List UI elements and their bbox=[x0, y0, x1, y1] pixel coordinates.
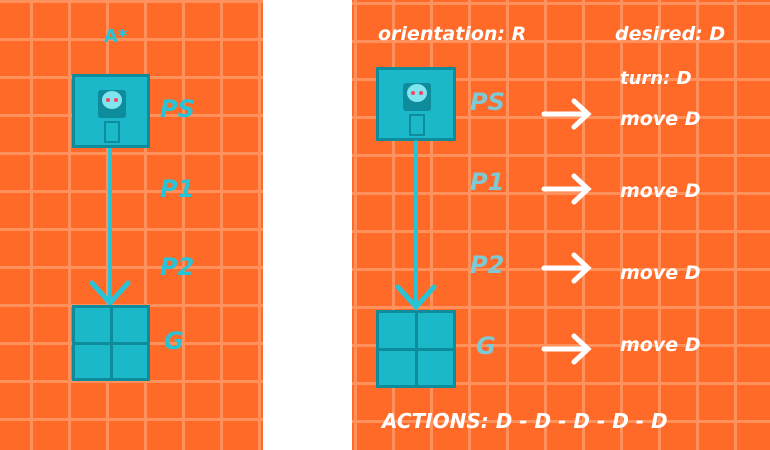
robot-icon bbox=[403, 83, 431, 136]
node-label-g: G bbox=[164, 327, 184, 355]
node-label-p1: P1 bbox=[160, 175, 195, 203]
actions-summary: ACTIONS: D - D - D - D - D bbox=[382, 409, 668, 433]
step-move-label-2: move D bbox=[620, 180, 701, 202]
step-move-label-3: move D bbox=[620, 262, 701, 284]
desired-label: desired: D bbox=[615, 23, 726, 45]
down-arrow-icon bbox=[395, 141, 437, 311]
node-label-ps: PS bbox=[160, 95, 195, 123]
goal-cell bbox=[72, 305, 150, 381]
down-arrow-icon bbox=[89, 148, 131, 307]
actions-panel: orientation: R desired: D PS P1 P2 G tur… bbox=[352, 0, 770, 450]
astar-path-panel: A* PS P1 P2 G bbox=[0, 0, 263, 450]
node-label-ps: PS bbox=[470, 88, 505, 116]
start-cell bbox=[72, 74, 150, 148]
node-label-p1: P1 bbox=[470, 168, 505, 196]
astar-title: A* bbox=[104, 26, 128, 47]
right-arrow-icon bbox=[541, 98, 592, 365]
orientation-label: orientation: R bbox=[378, 23, 527, 45]
node-label-g: G bbox=[476, 332, 496, 360]
step-turn-label: turn: D bbox=[620, 68, 692, 89]
node-label-p2: P2 bbox=[470, 251, 505, 279]
start-cell bbox=[376, 67, 456, 141]
goal-cell bbox=[376, 310, 456, 388]
step-move-label-4: move D bbox=[620, 334, 701, 356]
step-move-label-1: move D bbox=[620, 108, 701, 130]
node-label-p2: P2 bbox=[160, 253, 195, 281]
robot-icon bbox=[98, 90, 126, 143]
